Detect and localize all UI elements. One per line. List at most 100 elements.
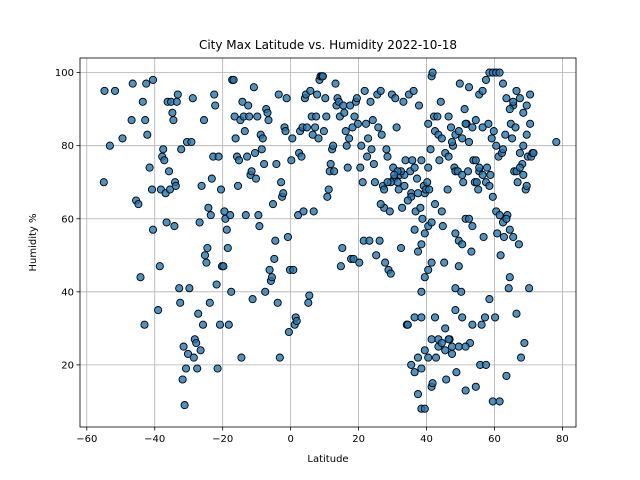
- scatter-point: [424, 353, 433, 362]
- scatter-point: [464, 83, 474, 92]
- scatter-point: [515, 163, 524, 172]
- scatter-point: [386, 269, 395, 278]
- scatter-point: [420, 273, 429, 282]
- scatter-point: [224, 320, 233, 329]
- scatter-point: [275, 353, 284, 362]
- scatter-point: [240, 127, 249, 136]
- scatter-point: [247, 167, 256, 176]
- scatter-point: [390, 170, 399, 179]
- scatter-point: [243, 152, 252, 161]
- scatter-point: [211, 101, 220, 110]
- scatter-point: [478, 86, 487, 95]
- scatter-point: [401, 156, 410, 165]
- scatter-point: [426, 145, 435, 154]
- scatter-point: [489, 127, 498, 136]
- scatter-point: [164, 167, 174, 176]
- plot-frame: [79, 57, 577, 428]
- scatter-point: [502, 214, 511, 223]
- scatter-point: [241, 211, 250, 220]
- scatter-point: [138, 97, 147, 106]
- scatter-point: [468, 222, 477, 231]
- scatter-point: [443, 185, 452, 194]
- scatter-point: [459, 178, 468, 187]
- scatter-point: [428, 379, 437, 388]
- scatter-point: [509, 232, 518, 242]
- scatter-point: [283, 232, 292, 242]
- scatter-point: [175, 284, 184, 293]
- scatter-point: [292, 316, 301, 326]
- scatter-point: [436, 97, 445, 106]
- scatter-point: [338, 243, 347, 253]
- scatter-point: [248, 295, 257, 304]
- scatter-point: [331, 79, 340, 88]
- scatter-point: [495, 211, 504, 220]
- scatter-point: [267, 273, 276, 282]
- scatter-point: [260, 159, 269, 169]
- scatter-point: [525, 284, 534, 293]
- scatter-point: [424, 265, 433, 274]
- scatter-point: [197, 181, 206, 190]
- scatter-point: [526, 90, 535, 99]
- scatter-point: [118, 134, 127, 143]
- scatter-point: [312, 112, 321, 121]
- scatter-point: [394, 185, 403, 194]
- scatter-point: [284, 327, 293, 337]
- scatter-point: [165, 185, 175, 194]
- scatter-point: [213, 364, 222, 373]
- scatter-point: [212, 280, 221, 289]
- x-tick-label: 40: [420, 434, 433, 445]
- ticks-layer: −60 −40 −20 0 20 40 60 80 20 40 60 80 100: [55, 68, 569, 445]
- scatter-point: [377, 130, 386, 139]
- scatter-point: [410, 368, 419, 377]
- scatter-point: [227, 287, 236, 296]
- scatter-point: [526, 119, 535, 128]
- scatter-point: [417, 313, 426, 322]
- scatter-point: [515, 148, 524, 158]
- scatter-point: [210, 90, 219, 99]
- scatter-point: [203, 243, 212, 253]
- scatter-point: [330, 167, 339, 176]
- scatter-point: [464, 214, 474, 223]
- scatter-point: [356, 163, 365, 172]
- scatter-point: [427, 258, 436, 267]
- scatter-point: [399, 97, 408, 106]
- scatter-point: [396, 243, 406, 253]
- scatter-point: [501, 130, 510, 139]
- scatter-point: [478, 123, 487, 132]
- scatter-point: [472, 178, 481, 187]
- scatter-point: [509, 97, 518, 106]
- scatter-point: [216, 185, 226, 194]
- scatter-point: [522, 181, 531, 190]
- scatter-point: [274, 90, 283, 99]
- scatter-point: [237, 353, 246, 362]
- scatter-point: [199, 116, 209, 125]
- scatter-point: [155, 262, 164, 271]
- scatter-point: [230, 112, 239, 121]
- scatter-point: [287, 156, 296, 165]
- scatter-point: [100, 86, 109, 95]
- scatter-point: [192, 338, 201, 348]
- scatter-point: [444, 335, 453, 344]
- scatter-point: [288, 134, 297, 143]
- scatter-point: [505, 225, 514, 234]
- scatter-point: [471, 156, 480, 165]
- scatter-point: [282, 94, 291, 103]
- scatter-point: [234, 156, 244, 165]
- scatter-point: [423, 178, 432, 187]
- scatter-point: [444, 112, 453, 121]
- scatter-point: [403, 196, 412, 205]
- scatter-point: [380, 185, 389, 194]
- scatter-point: [413, 189, 423, 198]
- scatter-point: [458, 134, 467, 143]
- scatter-point: [110, 86, 120, 95]
- scatter-point: [417, 240, 426, 249]
- scatter-point: [258, 134, 267, 143]
- scatter-point: [196, 346, 205, 355]
- scatter-point: [187, 137, 196, 147]
- scatter-point: [446, 123, 456, 132]
- scatter-point: [302, 123, 311, 132]
- scatter-point: [454, 262, 463, 271]
- scatter-point: [357, 141, 366, 150]
- x-tick-label: 60: [488, 434, 501, 445]
- scatter-point: [141, 116, 150, 125]
